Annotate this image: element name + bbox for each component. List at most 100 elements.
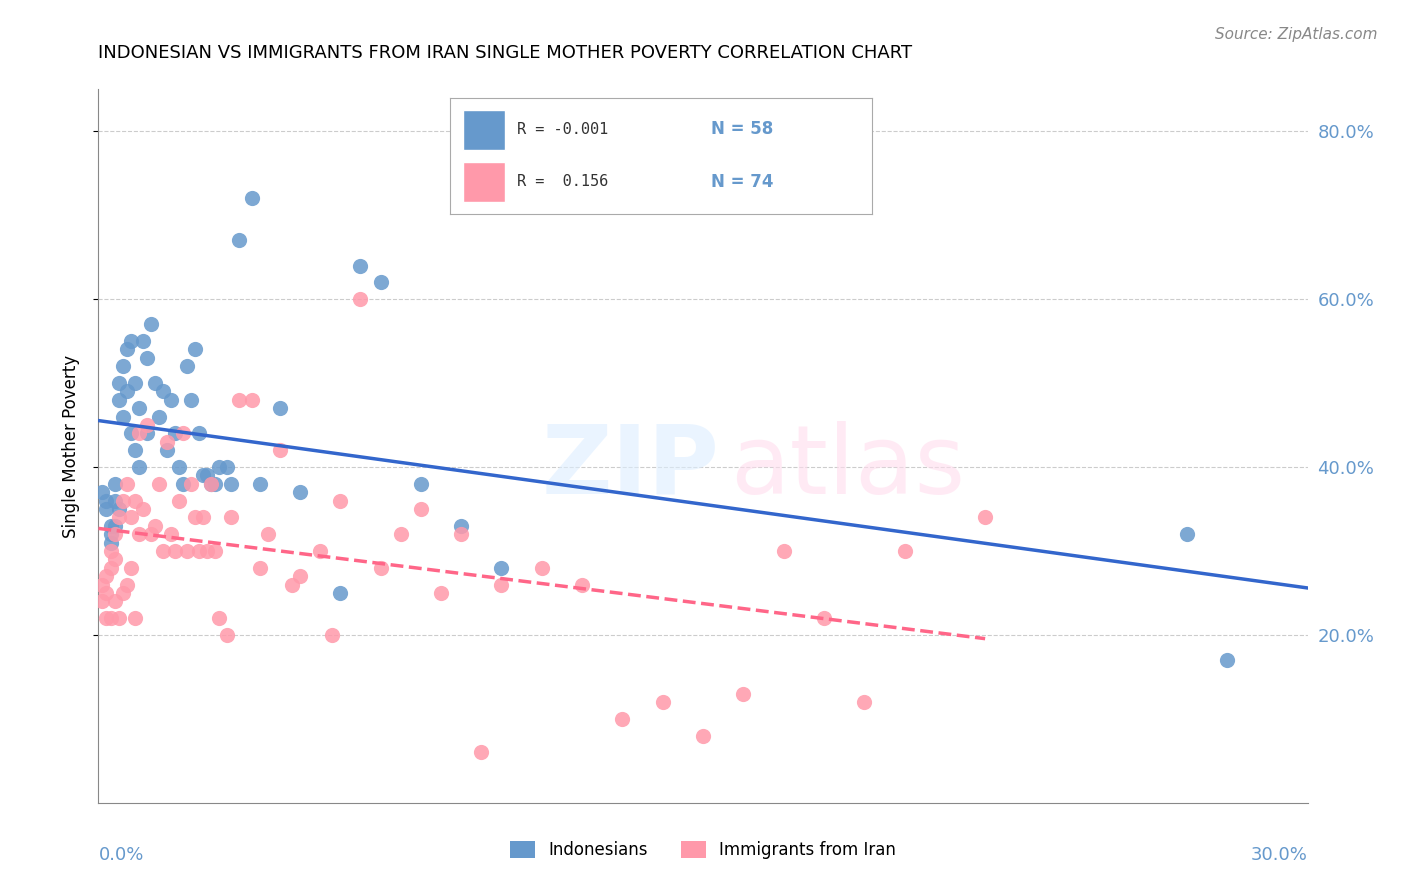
Point <box>143 518 166 533</box>
Point <box>139 318 162 332</box>
Point <box>107 392 129 407</box>
Point <box>148 476 170 491</box>
Point <box>692 729 714 743</box>
Point <box>491 577 513 591</box>
Point <box>163 544 186 558</box>
Point <box>184 343 207 357</box>
Point <box>135 417 157 432</box>
Point <box>321 628 343 642</box>
Text: 30.0%: 30.0% <box>1251 846 1308 863</box>
Point <box>1216 653 1239 667</box>
Point <box>143 376 166 390</box>
Point <box>450 518 472 533</box>
Point <box>269 443 291 458</box>
Point <box>329 493 352 508</box>
Point <box>217 460 239 475</box>
Text: 0.0%: 0.0% <box>98 846 143 863</box>
Text: R = -0.001: R = -0.001 <box>517 122 609 137</box>
Point <box>91 485 114 500</box>
Point <box>124 443 146 458</box>
Point <box>107 611 129 625</box>
Point <box>269 401 291 416</box>
Point <box>163 426 186 441</box>
Point <box>188 544 211 558</box>
Point <box>200 476 222 491</box>
Point <box>256 527 278 541</box>
Text: atlas: atlas <box>731 421 966 514</box>
Point <box>132 502 155 516</box>
Point <box>103 518 125 533</box>
Point <box>240 191 263 205</box>
Point <box>370 560 392 574</box>
Point <box>160 392 183 407</box>
Legend: Indonesians, Immigrants from Iran: Indonesians, Immigrants from Iran <box>503 834 903 866</box>
Point <box>96 611 118 625</box>
Point <box>329 586 352 600</box>
Point <box>111 493 134 508</box>
Point <box>100 560 122 574</box>
FancyBboxPatch shape <box>463 110 505 150</box>
Point <box>221 476 243 491</box>
Point <box>152 384 174 399</box>
Point <box>853 695 876 709</box>
Point <box>128 401 150 416</box>
Point <box>208 460 231 475</box>
Point <box>115 384 138 399</box>
Text: INDONESIAN VS IMMIGRANTS FROM IRAN SINGLE MOTHER POVERTY CORRELATION CHART: INDONESIAN VS IMMIGRANTS FROM IRAN SINGL… <box>98 45 912 62</box>
Point <box>228 392 250 407</box>
Point <box>167 460 190 475</box>
Point <box>180 476 202 491</box>
Point <box>115 577 138 591</box>
Point <box>91 577 114 591</box>
Point <box>120 560 142 574</box>
Point <box>349 259 371 273</box>
Point <box>107 510 129 524</box>
Point <box>160 527 183 541</box>
Point <box>100 527 122 541</box>
Point <box>651 695 673 709</box>
Point <box>139 527 162 541</box>
Point <box>349 292 371 306</box>
Point <box>135 351 157 365</box>
Point <box>124 493 146 508</box>
Point <box>188 426 211 441</box>
Text: ZIP: ZIP <box>541 421 720 514</box>
Point <box>107 502 129 516</box>
Point <box>152 544 174 558</box>
Point <box>612 712 634 726</box>
Point <box>103 476 125 491</box>
Point <box>409 476 432 491</box>
Point <box>103 527 125 541</box>
Point <box>240 392 263 407</box>
Point <box>128 460 150 475</box>
Point <box>172 476 194 491</box>
Point <box>813 611 835 625</box>
Point <box>120 426 142 441</box>
Point <box>288 485 311 500</box>
FancyBboxPatch shape <box>463 162 505 202</box>
Point <box>491 560 513 574</box>
Point <box>217 628 239 642</box>
Point <box>96 586 118 600</box>
Point <box>184 510 207 524</box>
Point <box>974 510 997 524</box>
Point <box>120 334 142 348</box>
Point <box>111 359 134 374</box>
Point <box>200 476 222 491</box>
Point <box>430 586 453 600</box>
Point <box>115 343 138 357</box>
Point <box>180 392 202 407</box>
Point <box>571 577 593 591</box>
Point <box>135 426 157 441</box>
Point <box>124 376 146 390</box>
Point <box>249 560 271 574</box>
Point <box>228 233 250 247</box>
Text: R =  0.156: R = 0.156 <box>517 174 609 189</box>
Point <box>309 544 332 558</box>
Point <box>156 434 179 449</box>
Point <box>128 527 150 541</box>
Point <box>221 510 243 524</box>
Point <box>96 493 118 508</box>
Point <box>530 560 553 574</box>
Point <box>389 527 412 541</box>
